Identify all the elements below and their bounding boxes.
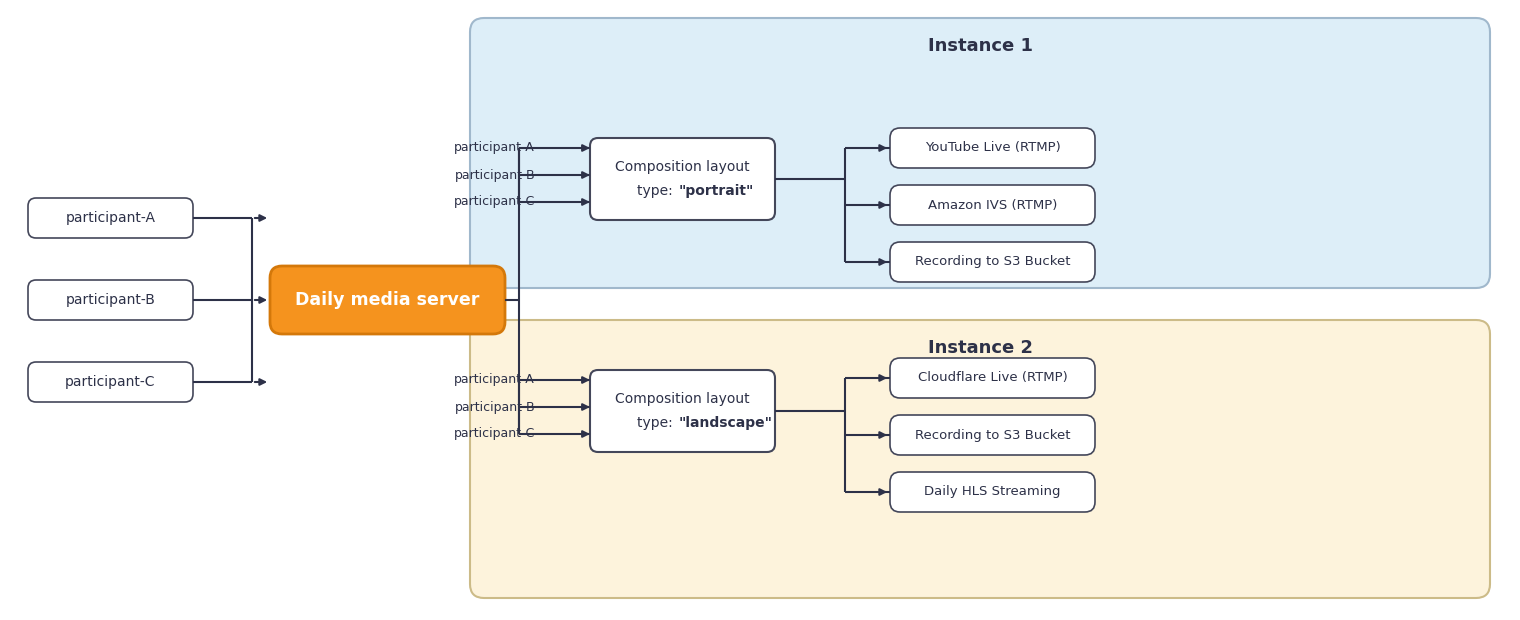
FancyBboxPatch shape — [470, 320, 1490, 598]
Text: Daily HLS Streaming: Daily HLS Streaming — [924, 485, 1061, 498]
Text: participant-B: participant-B — [65, 293, 155, 307]
Text: participant-B: participant-B — [454, 169, 535, 182]
Text: Composition layout: Composition layout — [616, 392, 749, 406]
Text: YouTube Live (RTMP): YouTube Live (RTMP) — [924, 141, 1061, 154]
Text: Recording to S3 Bucket: Recording to S3 Bucket — [915, 255, 1070, 268]
FancyBboxPatch shape — [27, 280, 193, 320]
Text: Amazon IVS (RTMP): Amazon IVS (RTMP) — [927, 198, 1058, 211]
FancyBboxPatch shape — [891, 415, 1094, 455]
FancyBboxPatch shape — [590, 138, 775, 220]
Text: participant-B: participant-B — [454, 401, 535, 414]
Text: participant-C: participant-C — [65, 375, 155, 389]
Text: Cloudflare Live (RTMP): Cloudflare Live (RTMP) — [918, 371, 1067, 384]
Text: "portrait": "portrait" — [678, 184, 754, 198]
Text: Recording to S3 Bucket: Recording to S3 Bucket — [915, 428, 1070, 441]
Text: participant-A: participant-A — [454, 373, 535, 386]
FancyBboxPatch shape — [590, 370, 775, 452]
FancyBboxPatch shape — [891, 242, 1094, 282]
Text: participant-C: participant-C — [454, 428, 535, 440]
FancyBboxPatch shape — [271, 266, 505, 334]
FancyBboxPatch shape — [27, 362, 193, 402]
Text: Instance 1: Instance 1 — [927, 37, 1032, 55]
Text: Daily media server: Daily media server — [295, 291, 480, 309]
Text: participant-A: participant-A — [454, 141, 535, 154]
FancyBboxPatch shape — [470, 18, 1490, 288]
Text: type:: type: — [637, 184, 678, 198]
Text: participant-A: participant-A — [65, 211, 155, 225]
FancyBboxPatch shape — [891, 128, 1094, 168]
Text: type:: type: — [637, 416, 678, 430]
FancyBboxPatch shape — [891, 472, 1094, 512]
Text: participant-C: participant-C — [454, 195, 535, 208]
Text: Instance 2: Instance 2 — [927, 339, 1032, 357]
FancyBboxPatch shape — [891, 358, 1094, 398]
Text: Composition layout: Composition layout — [616, 160, 749, 174]
FancyBboxPatch shape — [891, 185, 1094, 225]
FancyBboxPatch shape — [27, 198, 193, 238]
Text: "landscape": "landscape" — [678, 416, 772, 430]
